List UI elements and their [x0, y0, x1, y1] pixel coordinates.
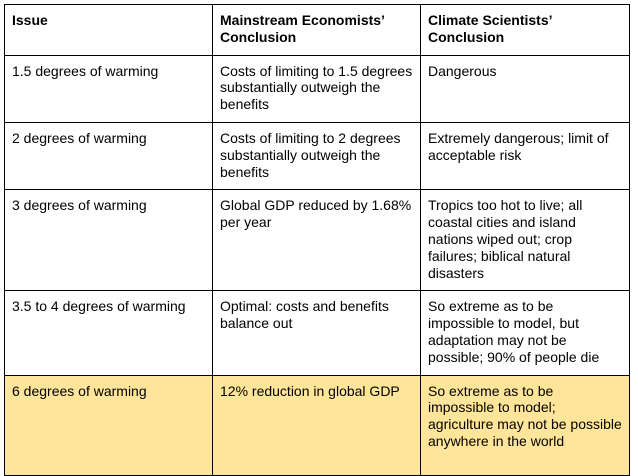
- cell-scientists: Extremely dangerous; limit of acceptable…: [420, 121, 630, 191]
- table-header-row: Issue Mainstream Economists’ Conclusion …: [4, 4, 630, 56]
- cell-issue: 6 degrees of warming: [4, 374, 213, 476]
- table-row: 1.5 degrees of warming Costs of limiting…: [4, 54, 630, 123]
- cell-issue: 3 degrees of warming: [4, 189, 213, 292]
- comparison-table: Issue Mainstream Economists’ Conclusion …: [4, 4, 630, 476]
- table-row: 2 degrees of warming Costs of limiting t…: [4, 121, 630, 191]
- cell-economists: Global GDP reduced by 1.68% per year: [212, 189, 421, 292]
- header-climate-scientists-conclusion: Climate Scientists’ Conclusion: [420, 4, 630, 56]
- cell-issue: 2 degrees of warming: [4, 121, 213, 191]
- cell-scientists: So extreme as to be impossible to model,…: [420, 290, 630, 376]
- table-row-highlighted: 6 degrees of warming 12% reduction in gl…: [4, 374, 630, 476]
- cell-scientists: Dangerous: [420, 54, 630, 123]
- cell-scientists: Tropics too hot to live; all coastal cit…: [420, 189, 630, 292]
- cell-economists: Costs of limiting to 1.5 degrees substan…: [212, 54, 421, 123]
- table-row: 3 degrees of warming Global GDP reduced …: [4, 189, 630, 292]
- cell-issue: 1.5 degrees of warming: [4, 54, 213, 123]
- cell-economists: Costs of limiting to 2 degrees substanti…: [212, 121, 421, 191]
- header-issue: Issue: [4, 4, 213, 56]
- header-economists-conclusion: Mainstream Economists’ Conclusion: [212, 4, 421, 56]
- table-row: 3.5 to 4 degrees of warming Optimal: cos…: [4, 290, 630, 376]
- cell-scientists: So extreme as to be impossible to model;…: [420, 374, 630, 476]
- cell-economists: 12% reduction in global GDP: [212, 374, 421, 476]
- cell-economists: Optimal: costs and benefits balance out: [212, 290, 421, 376]
- cell-issue: 3.5 to 4 degrees of warming: [4, 290, 213, 376]
